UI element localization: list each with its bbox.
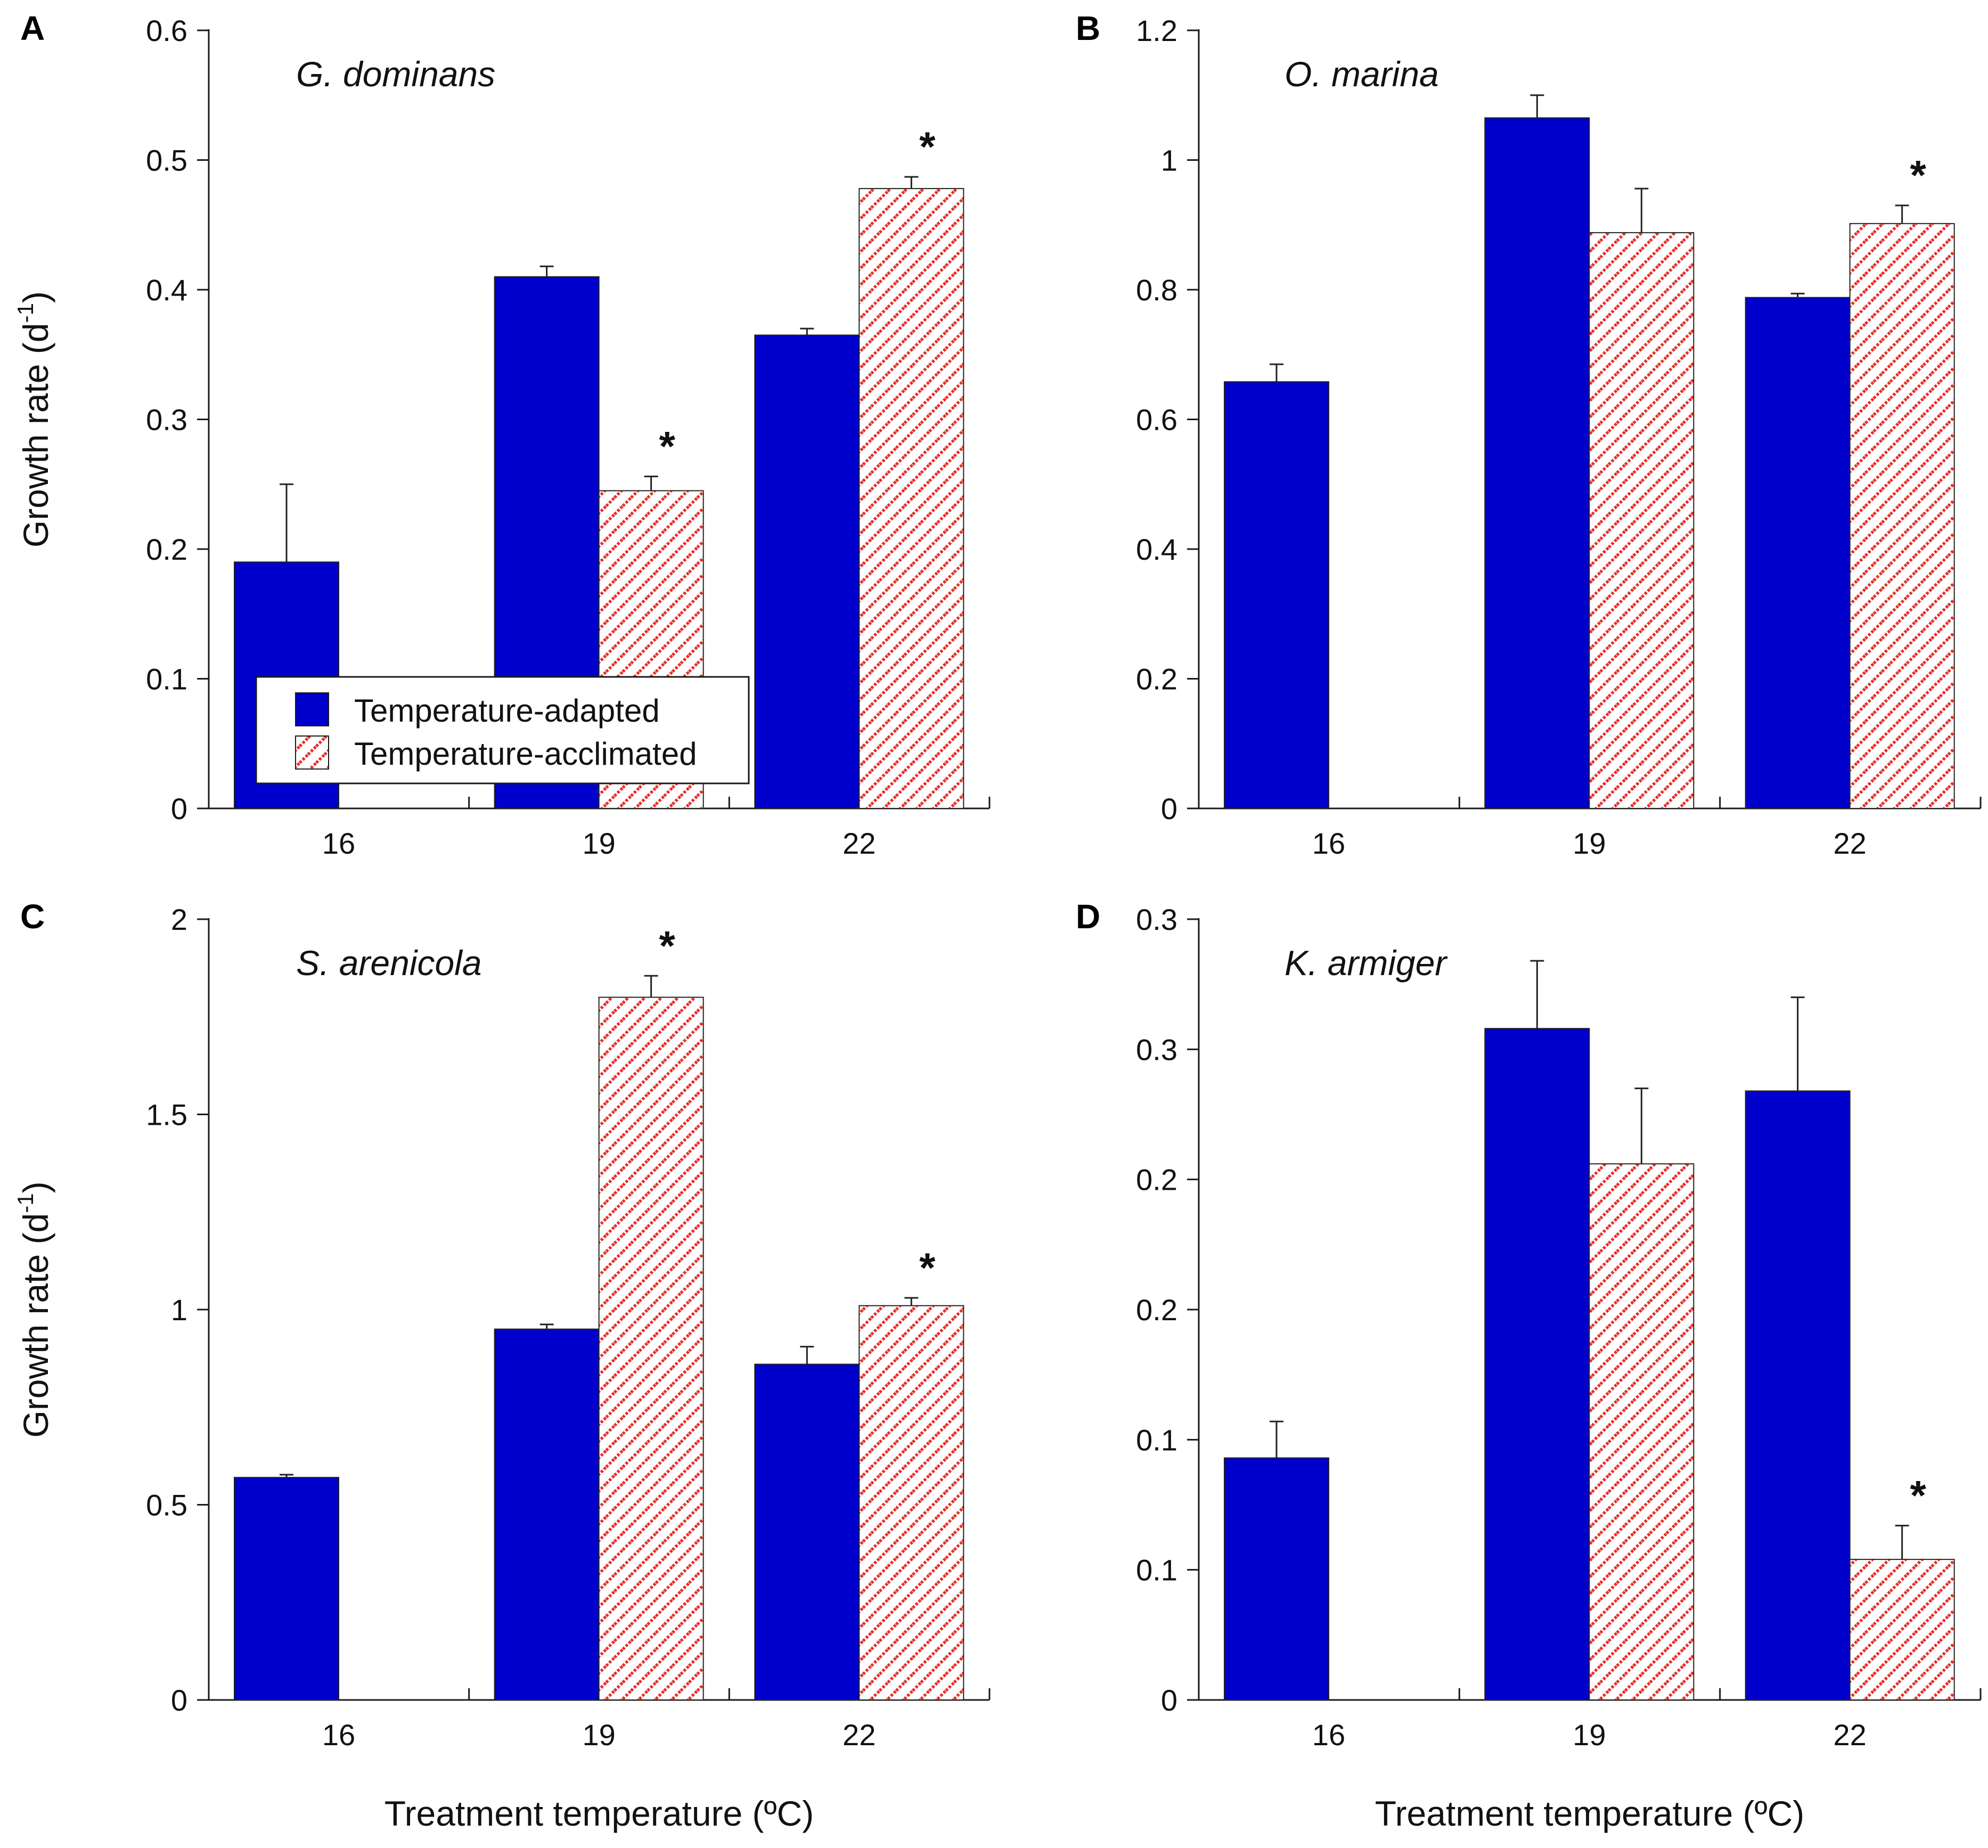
y-axis-title-main: Growth rate (d: [16, 323, 55, 547]
panel-c: C S. arenicola 0 0.5 1 1.5 2 16 19 22 * * Growth rat…: [13, 897, 991, 1833]
bar-acclimated: [858, 1305, 964, 1700]
x-tick-label: 22: [1834, 827, 1867, 860]
bar-acclimated: [598, 996, 704, 1700]
y-tick-label: 0.1: [1136, 1423, 1177, 1457]
significance-star: *: [659, 922, 675, 969]
y-tick-label: 0.8: [1136, 273, 1177, 307]
significance-star: *: [1910, 1472, 1926, 1519]
bar-acclimated: [1589, 1163, 1695, 1700]
y-tick-label: 0.2: [146, 533, 187, 566]
legend-box: [255, 676, 750, 784]
x-tick-label: 19: [583, 1718, 616, 1752]
bar-adapted: [754, 1363, 860, 1701]
panel-letter: C: [20, 897, 45, 936]
y-tick-label: 1: [171, 1293, 187, 1327]
significance-star: *: [919, 123, 936, 170]
y-tick-label: 0.4: [146, 273, 187, 307]
y-tick-label: 0.1: [146, 663, 187, 696]
x-axis-title: Treatment temperature (ºC): [1375, 1794, 1805, 1833]
y-tick-label: 0.6: [1136, 403, 1177, 437]
bar-acclimated: [1849, 1559, 1955, 1701]
bar-adapted: [1745, 1090, 1851, 1700]
bar-adapted: [1224, 1457, 1329, 1701]
significance-star: *: [659, 423, 675, 470]
x-tick-label: 16: [322, 1718, 355, 1752]
y-tick-label: 0.3: [1136, 903, 1177, 936]
bar-adapted: [1484, 1028, 1590, 1700]
y-axis-title: Growth rate (d-1): [13, 1181, 55, 1437]
y-tick-label: 0.3: [1136, 1033, 1177, 1066]
bar-adapted: [1745, 297, 1851, 809]
panel-d: D K. armiger 0 0.1 0.1 0.2 0.2 0.3 0.3 16 19 22 * Tre…: [1076, 897, 1982, 1833]
bar-adapted: [1224, 381, 1329, 809]
y-tick-label: 0: [171, 1683, 187, 1717]
x-tick-label: 22: [842, 1718, 876, 1752]
y-tick-label: 0.2: [1136, 1293, 1177, 1327]
x-tick-label: 19: [583, 827, 616, 860]
x-tick-label: 19: [1573, 827, 1606, 860]
y-tick-label: 2: [171, 903, 187, 936]
panel-letter: A: [20, 9, 45, 47]
significance-star: *: [1910, 152, 1926, 199]
y-tick-label: 0.5: [146, 144, 187, 177]
x-axis-title: Treatment temperature (ºC): [384, 1794, 814, 1833]
x-tick-label: 19: [1573, 1718, 1606, 1752]
species-label: O. marina: [1285, 54, 1439, 94]
y-tick-label: 1.2: [1136, 14, 1177, 47]
x-tick-label: 22: [1834, 1718, 1867, 1752]
species-label: G. dominans: [296, 54, 495, 94]
y-tick-label: 0.4: [1136, 533, 1177, 566]
y-axis-title-main: Growth rate (d: [16, 1213, 55, 1438]
legend-swatch-acclimated: [295, 735, 329, 770]
bar-adapted: [234, 1477, 339, 1700]
legend-label-adapted: Temperature-adapted: [354, 693, 660, 729]
y-tick-label: 0.6: [146, 14, 187, 47]
y-tick-label: 0.2: [1136, 663, 1177, 696]
y-tick-label: 0.3: [146, 403, 187, 437]
y-tick-label: 1.5: [146, 1098, 187, 1132]
x-tick-label: 22: [842, 827, 876, 860]
bar-adapted: [494, 1328, 600, 1700]
y-axis-title-sup: -1: [13, 303, 38, 323]
y-tick-label: 0.5: [146, 1489, 187, 1522]
y-tick-label: 0: [1161, 1683, 1177, 1717]
bar-acclimated: [1849, 223, 1955, 809]
legend-label-acclimated: Temperature-acclimated: [354, 736, 697, 772]
bar-acclimated: [1589, 232, 1695, 809]
y-tick-label: 0.1: [1136, 1553, 1177, 1587]
y-tick-label: 1: [1161, 144, 1177, 177]
significance-star: *: [919, 1244, 936, 1291]
y-axis-title-close: ): [16, 291, 55, 303]
legend: Temperature-adapted Temperature-acclimat…: [255, 676, 750, 784]
y-tick-label: 0: [171, 792, 187, 825]
x-tick-label: 16: [322, 827, 355, 860]
bar-adapted: [754, 334, 860, 809]
y-axis-title: Growth rate (d-1): [13, 291, 55, 547]
x-tick-label: 16: [1312, 827, 1345, 860]
panel-letter: B: [1076, 9, 1100, 47]
y-tick-label: 0: [1161, 792, 1177, 825]
y-axis-title-sup: -1: [13, 1193, 38, 1213]
species-label: S. arenicola: [296, 943, 482, 983]
y-axis-title-close: ): [16, 1181, 55, 1193]
bar-adapted: [1484, 117, 1590, 809]
species-label: K. armiger: [1285, 943, 1448, 983]
bar-acclimated: [858, 188, 964, 809]
panel-letter: D: [1076, 897, 1100, 936]
y-tick-label: 0.2: [1136, 1163, 1177, 1197]
legend-swatch-adapted: [295, 692, 329, 726]
panel-b: B O. marina 0 0.2 0.4 0.6 0.8 1 1.2 16 19 22 *: [1076, 9, 1982, 860]
x-tick-label: 16: [1312, 1718, 1345, 1752]
